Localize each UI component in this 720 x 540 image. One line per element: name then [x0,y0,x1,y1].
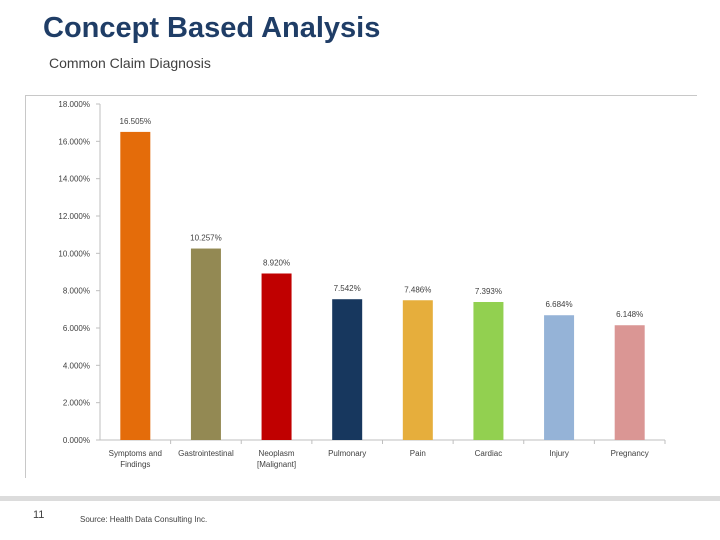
y-tick-label: 2.000% [63,399,90,408]
slide-title: Concept Based Analysis [43,12,381,44]
bar [473,301,504,440]
category-label: Gastrointestinal [178,449,234,458]
category-label: [Malignant] [257,460,296,469]
y-tick-label: 18.000% [58,100,90,109]
category-label: Injury [549,449,569,458]
y-tick-label: 4.000% [63,361,90,370]
category-label: Pulmonary [328,449,366,458]
data-label: 8.920% [263,258,290,267]
bar [190,248,221,440]
y-tick-label: 0.000% [63,436,90,445]
chart-frame [25,95,697,478]
category-label: Cardiac [475,449,503,458]
category-label: Pregnancy [611,449,649,458]
category-label: Pain [410,449,426,458]
bar [402,300,433,440]
bar [614,325,645,440]
bar [261,273,292,440]
page-number: 11 [33,509,45,521]
y-tick-label: 16.000% [58,137,90,146]
bar-chart: 0.000% 2.000% 4.000% 6.000% 8.000% 10.000% 12.… [58,100,666,469]
footer-divider [0,496,720,501]
data-label: 6.684% [545,300,572,309]
category-label: Neoplasm [259,449,295,458]
source-note: Source: Health Data Consulting Inc. [80,515,208,524]
y-tick-label: 8.000% [63,287,90,296]
data-label: 7.486% [404,285,431,294]
y-tick-label: 14.000% [58,175,90,184]
y-tick-label: 12.000% [58,212,90,221]
slide-subtitle: Common Claim Diagnosis [49,55,211,71]
bar [120,131,151,440]
y-tick-label: 10.000% [58,249,90,258]
data-label: 6.148% [616,310,643,319]
category-label: Findings [120,460,150,469]
category-label: Symptoms and [109,449,162,458]
bar [544,315,575,440]
data-label: 10.257% [190,234,222,243]
data-label: 16.505% [120,117,152,126]
data-label: 7.393% [475,287,502,296]
bar [332,299,363,440]
data-label: 7.542% [334,284,361,293]
y-tick-label: 6.000% [63,324,90,333]
